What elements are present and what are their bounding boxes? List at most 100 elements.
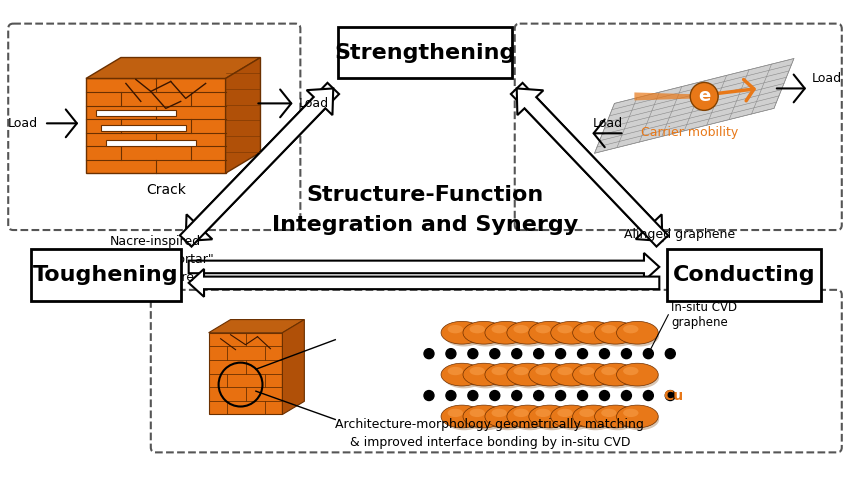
Ellipse shape: [551, 363, 592, 386]
Circle shape: [446, 349, 456, 359]
Ellipse shape: [620, 409, 659, 430]
FancyBboxPatch shape: [150, 290, 842, 452]
Ellipse shape: [491, 367, 507, 375]
Ellipse shape: [485, 405, 527, 428]
Ellipse shape: [463, 405, 505, 428]
Ellipse shape: [466, 367, 506, 388]
Ellipse shape: [616, 405, 658, 428]
Ellipse shape: [598, 325, 638, 346]
Text: Load: Load: [8, 117, 38, 130]
Polygon shape: [517, 89, 668, 247]
Bar: [106, 140, 196, 146]
Circle shape: [534, 349, 544, 359]
Text: Nacre-inspired
"brick-and-mortar"
architecture: Nacre-inspired "brick-and-mortar" archit…: [97, 235, 215, 284]
Ellipse shape: [491, 325, 507, 333]
Text: Strengthening: Strengthening: [334, 43, 516, 63]
Ellipse shape: [532, 367, 571, 388]
Text: e: e: [698, 87, 711, 105]
Circle shape: [621, 349, 632, 359]
Polygon shape: [511, 83, 662, 241]
FancyBboxPatch shape: [666, 249, 821, 301]
Circle shape: [512, 349, 522, 359]
Ellipse shape: [488, 325, 528, 346]
Ellipse shape: [488, 367, 528, 388]
Ellipse shape: [445, 409, 484, 430]
Ellipse shape: [620, 325, 659, 346]
Ellipse shape: [601, 409, 616, 417]
Ellipse shape: [510, 367, 549, 388]
Circle shape: [556, 349, 565, 359]
Ellipse shape: [448, 409, 463, 417]
FancyBboxPatch shape: [515, 23, 842, 230]
Polygon shape: [189, 253, 660, 281]
Ellipse shape: [575, 367, 615, 388]
Ellipse shape: [579, 367, 595, 375]
Text: Architecture-morphology geometrically matching
& improved interface bonding by i: Architecture-morphology geometrically ma…: [336, 418, 644, 449]
Ellipse shape: [536, 409, 551, 417]
Ellipse shape: [441, 405, 483, 428]
Ellipse shape: [488, 409, 528, 430]
Ellipse shape: [579, 325, 595, 333]
Ellipse shape: [558, 367, 573, 375]
Ellipse shape: [573, 405, 615, 428]
Circle shape: [666, 390, 675, 400]
Circle shape: [424, 390, 434, 400]
Ellipse shape: [601, 325, 616, 333]
Polygon shape: [225, 57, 260, 173]
Circle shape: [446, 390, 456, 400]
Ellipse shape: [448, 367, 463, 375]
Ellipse shape: [507, 321, 548, 344]
Polygon shape: [185, 83, 339, 241]
Ellipse shape: [463, 321, 505, 344]
Ellipse shape: [623, 325, 638, 333]
FancyBboxPatch shape: [8, 23, 300, 230]
Ellipse shape: [598, 409, 638, 430]
Polygon shape: [189, 269, 660, 297]
Ellipse shape: [532, 325, 571, 346]
Circle shape: [599, 349, 609, 359]
Ellipse shape: [601, 367, 616, 375]
Ellipse shape: [469, 409, 485, 417]
Circle shape: [577, 349, 587, 359]
Circle shape: [534, 390, 544, 400]
Ellipse shape: [551, 405, 592, 428]
Polygon shape: [208, 333, 282, 414]
Circle shape: [468, 390, 478, 400]
Ellipse shape: [551, 321, 592, 344]
Circle shape: [643, 390, 654, 400]
Ellipse shape: [536, 367, 551, 375]
Ellipse shape: [507, 405, 548, 428]
Text: Load: Load: [592, 117, 622, 130]
Ellipse shape: [507, 363, 548, 386]
Text: In-situ CVD
graphene: In-situ CVD graphene: [672, 301, 738, 329]
Ellipse shape: [491, 409, 507, 417]
Bar: [101, 125, 185, 131]
Ellipse shape: [558, 325, 573, 333]
Circle shape: [468, 349, 478, 359]
Polygon shape: [634, 92, 700, 101]
Ellipse shape: [448, 325, 463, 333]
Ellipse shape: [510, 409, 549, 430]
Text: Load: Load: [298, 97, 328, 110]
Ellipse shape: [441, 321, 483, 344]
Ellipse shape: [510, 325, 549, 346]
Ellipse shape: [463, 363, 505, 386]
Polygon shape: [86, 57, 260, 79]
Ellipse shape: [513, 367, 529, 375]
Ellipse shape: [513, 325, 529, 333]
Ellipse shape: [466, 325, 506, 346]
Ellipse shape: [595, 405, 637, 428]
Ellipse shape: [575, 325, 615, 346]
Ellipse shape: [558, 409, 573, 417]
Text: Integration and Synergy: Integration and Synergy: [272, 215, 578, 235]
Ellipse shape: [485, 321, 527, 344]
Ellipse shape: [532, 409, 571, 430]
Ellipse shape: [575, 409, 615, 430]
Bar: [96, 110, 176, 116]
Ellipse shape: [513, 409, 529, 417]
Ellipse shape: [469, 325, 485, 333]
Ellipse shape: [573, 321, 615, 344]
Ellipse shape: [579, 409, 595, 417]
Ellipse shape: [595, 321, 637, 344]
Text: Load: Load: [812, 72, 842, 85]
